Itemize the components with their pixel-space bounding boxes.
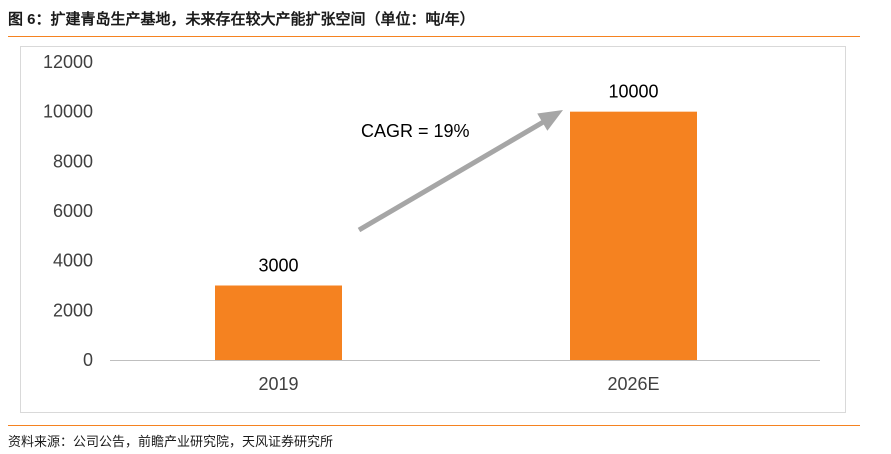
cagr-arrow-shaft <box>357 118 547 233</box>
y-tick-label: 12000 <box>43 52 93 72</box>
x-tick-label: 2019 <box>258 374 298 394</box>
y-axis-ticks: 0 2000 4000 6000 8000 10000 12000 <box>43 52 93 370</box>
cagr-arrow-head <box>537 110 563 131</box>
y-tick-label: 4000 <box>53 251 93 271</box>
source-rule <box>8 425 860 426</box>
source-note: 资料来源：公司公告，前瞻产业研究院，天风证券研究所 <box>8 434 334 449</box>
data-label: 10000 <box>608 82 658 102</box>
chart-frame <box>20 46 846 413</box>
y-tick-label: 10000 <box>43 102 93 122</box>
bar-data-labels: 3000 10000 <box>258 82 658 276</box>
y-tick-label: 8000 <box>53 151 93 171</box>
title-rule <box>8 36 860 37</box>
data-label: 3000 <box>258 256 298 276</box>
y-tick-label: 6000 <box>53 201 93 221</box>
x-tick-label: 2026E <box>607 374 659 394</box>
y-tick-label: 0 <box>83 350 93 370</box>
cagr-label: CAGR = 19% <box>361 121 470 141</box>
bar-2019 <box>215 285 342 360</box>
cagr-annotation: CAGR = 19% <box>357 110 563 233</box>
bars <box>215 111 697 361</box>
figure-title: 图 6：扩建青岛生产基地，未来存在较大产能扩张空间（单位：吨/年） <box>8 11 475 28</box>
y-tick-label: 2000 <box>53 300 93 320</box>
x-axis-ticks: 2019 2026E <box>258 374 659 394</box>
bar-2026e <box>570 111 697 361</box>
